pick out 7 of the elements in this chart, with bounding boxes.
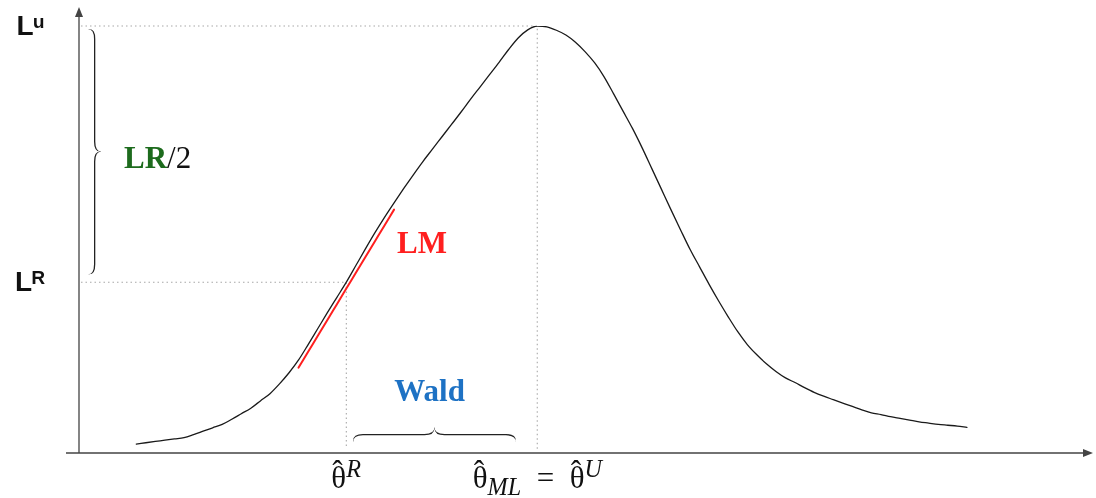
x-tick-label: θ̂$_{ML}$ = θ̂$^{U}$ <box>472 454 603 498</box>
annotation: LR/2 <box>124 140 192 176</box>
x-tick-label: θ̂$^{R}$ <box>331 454 361 495</box>
ref-line-label: Lᴿ <box>15 266 45 298</box>
annotation: Wald <box>394 372 465 408</box>
series-label: LM <box>397 224 447 260</box>
ref-line-label: Lᵘ <box>16 10 44 41</box>
